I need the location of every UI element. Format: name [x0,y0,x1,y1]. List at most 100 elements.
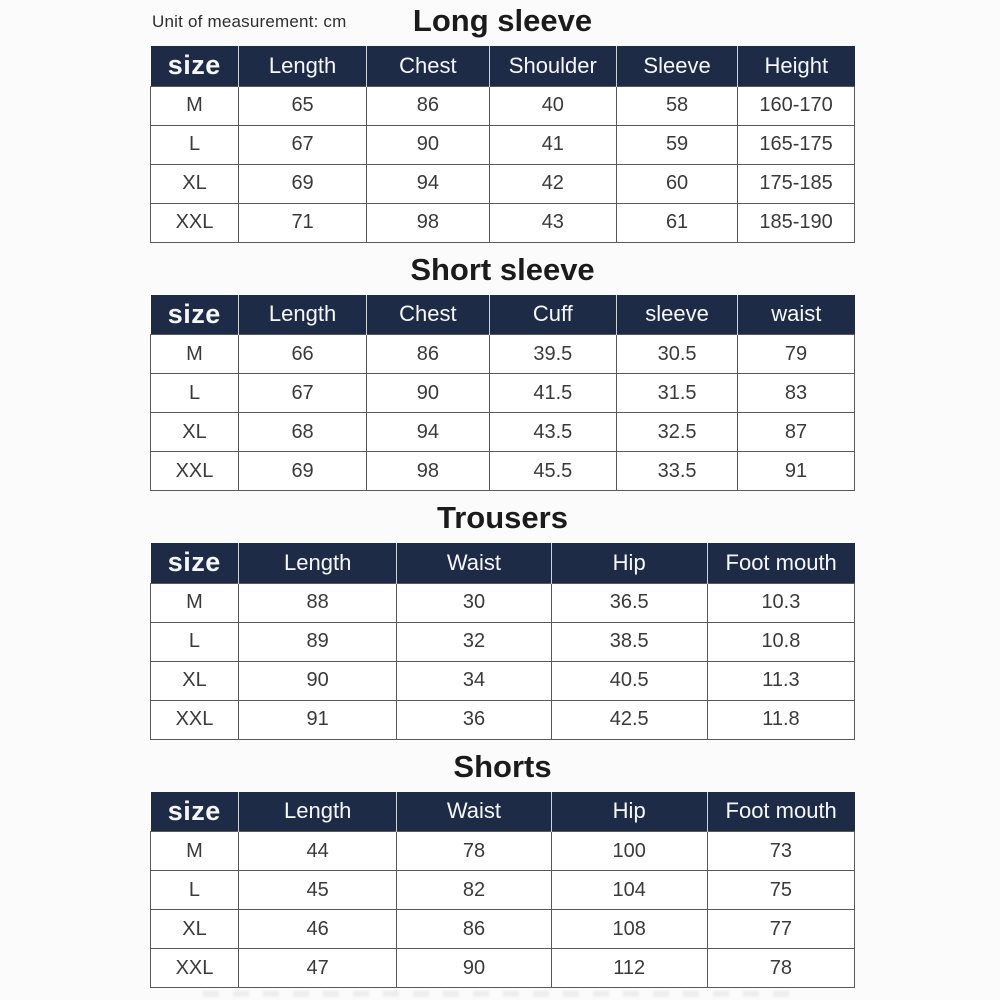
value-cell: 59 [616,124,739,165]
size-cell: L [150,621,239,662]
column-header: Shoulder [488,46,617,86]
value-cell: 79 [737,334,855,374]
value-cell: 175-185 [737,163,855,204]
table-row: L 45 82 104 75 [150,870,856,910]
value-cell: 86 [366,85,490,126]
size-cell: L [150,870,239,910]
table-row: XL 69 94 42 60 175-185 [150,163,855,204]
value-cell: 10.8 [706,621,856,662]
value-cell: 34 [396,660,552,701]
value-cell: 67 [237,124,368,165]
column-header: size [150,294,239,335]
table-row: M 66 86 39.5 30.5 79 [150,334,855,374]
trousers-section: Trousers size Length Waist Hip Foot mouth M 88… [150,499,856,740]
short-sleeve-section: Short sleeve size Length Chest Cuff sleeve wa… [150,251,855,491]
table-row: XXL 47 90 112 78 [150,948,856,988]
value-cell: 69 [237,163,368,204]
header-row: size Length Waist Hip Foot mouth [150,791,855,832]
value-cell: 86 [366,334,490,374]
value-cell: 41 [488,124,618,165]
value-cell: 90 [396,948,552,988]
value-cell: 87 [737,412,855,452]
value-cell: 45.5 [488,451,618,491]
column-header: Waist [396,543,552,583]
value-cell: 36 [396,699,552,740]
column-header: Length [237,791,397,832]
size-cell: L [150,373,239,413]
table-row: M 65 86 40 58 160-170 [150,85,855,126]
value-cell: 86 [396,909,552,949]
value-cell: 90 [366,124,490,165]
value-cell: 66 [237,334,368,374]
value-cell: 30 [396,582,552,623]
column-header: Chest [366,46,490,86]
header-row: size Length Chest Shoulder Sleeve Height [150,46,855,86]
value-cell: 94 [366,163,490,204]
value-cell: 43.5 [488,412,618,452]
column-header: size [150,46,239,86]
size-cell: L [150,124,239,165]
value-cell: 60 [616,163,739,204]
value-cell: 40.5 [550,660,708,701]
shorts-section: Shorts size Length Waist Hip Foot mouth M 44 78… [150,748,856,988]
value-cell: 31.5 [616,373,739,413]
column-header: size [150,543,239,583]
size-cell: M [150,831,239,871]
size-cell: XL [150,163,239,204]
value-cell: 78 [706,948,856,988]
value-cell: 185-190 [737,202,855,243]
value-cell: 94 [366,412,490,452]
value-cell: 83 [737,373,855,413]
value-cell: 36.5 [550,582,708,623]
column-header: Length [237,46,367,86]
value-cell: 91 [237,699,398,740]
value-cell: 67 [237,373,368,413]
value-cell: 78 [396,831,552,871]
value-cell: 30.5 [616,334,739,374]
table-row: XL 46 86 108 77 [150,909,856,949]
value-cell: 58 [616,85,739,126]
value-cell: 41.5 [488,373,618,413]
value-cell: 160-170 [737,85,855,126]
value-cell: 98 [366,202,490,243]
value-cell: 44 [237,831,398,871]
column-header: Hip [550,543,708,583]
value-cell: 90 [237,660,398,701]
table-row: M 44 78 100 73 [150,831,856,871]
value-cell: 65 [237,85,368,126]
value-cell: 90 [366,373,490,413]
table-row: XXL 69 98 45.5 33.5 91 [150,451,855,491]
table-row: XXL 91 36 42.5 11.8 [150,699,856,740]
value-cell: 98 [366,451,490,491]
table-row: L 67 90 41 59 165-175 [150,124,855,165]
table-row: M 88 30 36.5 10.3 [150,582,856,623]
column-header: Height [737,46,855,86]
value-cell: 39.5 [488,334,618,374]
column-header: waist [737,294,855,335]
size-cell: XL [150,660,239,701]
value-cell: 32.5 [616,412,739,452]
value-cell: 104 [550,870,708,910]
value-cell: 68 [237,412,368,452]
table-row: L 67 90 41.5 31.5 83 [150,373,855,413]
value-cell: 77 [706,909,856,949]
value-cell: 45 [237,870,398,910]
value-cell: 165-175 [737,124,855,165]
value-cell: 40 [488,85,618,126]
short-sleeve-size-table: size Length Chest Cuff sleeve waist M 66 86 39.5 3… [150,294,855,491]
value-cell: 38.5 [550,621,708,662]
value-cell: 43 [488,202,618,243]
trousers-title: Trousers [437,500,568,535]
long-sleeve-section: Long sleeve size Length Chest Shoulder Sleev… [150,2,855,243]
size-chart-sheet: Unit of measurement: cm Long sleeve size… [150,0,856,997]
value-cell: 71 [237,202,368,243]
column-header: Cuff [488,294,617,335]
value-cell: 61 [616,202,739,243]
size-cell: XXL [150,948,239,988]
table-row: XL 90 34 40.5 11.3 [150,660,856,701]
column-header: Foot mouth [706,543,855,583]
column-header: Sleeve [616,46,738,86]
value-cell: 88 [237,582,398,623]
shorts-size-table: size Length Waist Hip Foot mouth M 44 78 100 73 L 4… [150,791,856,988]
value-cell: 82 [396,870,552,910]
